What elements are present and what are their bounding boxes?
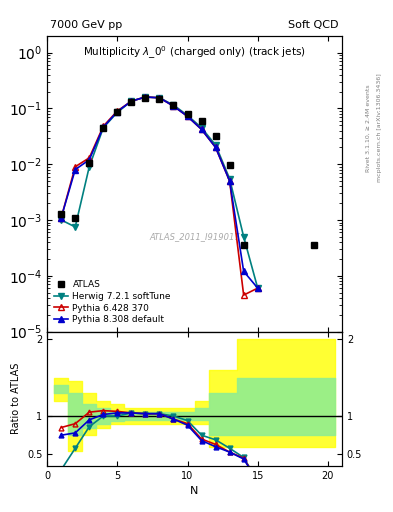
ATLAS (185, 111, 190, 117)
ATLAS (115, 109, 120, 115)
Herwig 7.2.1 softTune (185, 112, 190, 118)
Herwig 7.2.1 softTune (157, 95, 162, 101)
Herwig 7.2.1 softTune (73, 224, 77, 230)
Pythia 8.308 default (185, 113, 190, 119)
Pythia 6.428 370 (171, 103, 176, 109)
Pythia 8.308 default (115, 109, 120, 115)
Pythia 6.428 370 (87, 155, 92, 161)
ATLAS (157, 96, 162, 102)
Pythia 6.428 370 (227, 178, 232, 184)
Text: 7000 GeV pp: 7000 GeV pp (50, 20, 122, 30)
Pythia 6.428 370 (199, 126, 204, 133)
Pythia 8.308 default (73, 166, 77, 173)
Herwig 7.2.1 softTune (171, 102, 176, 108)
X-axis label: N: N (190, 486, 199, 496)
Herwig 7.2.1 softTune (213, 142, 218, 148)
Line: Pythia 8.308 default: Pythia 8.308 default (59, 94, 261, 291)
Text: Multiplicity $\lambda\_0^0$ (charged only) (track jets): Multiplicity $\lambda\_0^0$ (charged onl… (83, 45, 306, 61)
ATLAS (101, 125, 106, 131)
ATLAS (241, 242, 246, 248)
ATLAS (312, 242, 316, 248)
Herwig 7.2.1 softTune (255, 285, 260, 291)
ATLAS (87, 160, 92, 166)
ATLAS (73, 215, 77, 221)
Herwig 7.2.1 softTune (59, 217, 64, 223)
Line: Pythia 6.428 370: Pythia 6.428 370 (59, 94, 261, 298)
Text: Soft QCD: Soft QCD (288, 20, 339, 30)
Herwig 7.2.1 softTune (101, 125, 106, 131)
Line: ATLAS: ATLAS (59, 95, 317, 248)
Herwig 7.2.1 softTune (227, 176, 232, 182)
ATLAS (199, 118, 204, 124)
Herwig 7.2.1 softTune (199, 125, 204, 131)
Herwig 7.2.1 softTune (115, 109, 120, 115)
Pythia 8.308 default (129, 98, 134, 104)
Pythia 6.428 370 (255, 285, 260, 291)
Pythia 8.308 default (101, 124, 106, 130)
Y-axis label: Ratio to ATLAS: Ratio to ATLAS (11, 363, 21, 434)
ATLAS (143, 95, 148, 101)
Text: Rivet 3.1.10, ≥ 2.4M events: Rivet 3.1.10, ≥ 2.4M events (365, 84, 371, 172)
Pythia 8.308 default (241, 268, 246, 274)
Pythia 8.308 default (227, 178, 232, 184)
Pythia 6.428 370 (143, 94, 148, 100)
Line: Herwig 7.2.1 softTune: Herwig 7.2.1 softTune (59, 94, 261, 291)
Pythia 6.428 370 (129, 98, 134, 104)
Pythia 8.308 default (59, 215, 64, 221)
Herwig 7.2.1 softTune (143, 94, 148, 100)
Herwig 7.2.1 softTune (241, 233, 246, 240)
Pythia 8.308 default (157, 95, 162, 101)
Herwig 7.2.1 softTune (129, 98, 134, 104)
Text: mcplots.cern.ch [arXiv:1306.3436]: mcplots.cern.ch [arXiv:1306.3436] (377, 74, 382, 182)
Pythia 8.308 default (171, 103, 176, 109)
ATLAS (129, 99, 134, 105)
Pythia 6.428 370 (115, 108, 120, 114)
Legend: ATLAS, Herwig 7.2.1 softTune, Pythia 6.428 370, Pythia 8.308 default: ATLAS, Herwig 7.2.1 softTune, Pythia 6.4… (51, 278, 174, 327)
Pythia 8.308 default (213, 144, 218, 151)
ATLAS (171, 102, 176, 108)
Pythia 8.308 default (87, 157, 92, 163)
Pythia 6.428 370 (59, 215, 64, 221)
Pythia 8.308 default (255, 285, 260, 291)
Pythia 6.428 370 (157, 95, 162, 101)
Pythia 6.428 370 (73, 164, 77, 170)
ATLAS (59, 210, 64, 217)
ATLAS (213, 133, 218, 139)
Pythia 8.308 default (199, 126, 204, 133)
Pythia 8.308 default (143, 94, 148, 100)
Pythia 6.428 370 (101, 123, 106, 129)
Pythia 6.428 370 (213, 144, 218, 151)
Text: ATLAS_2011_I919017: ATLAS_2011_I919017 (149, 232, 240, 241)
Pythia 6.428 370 (241, 292, 246, 298)
ATLAS (227, 162, 232, 168)
Herwig 7.2.1 softTune (87, 164, 92, 170)
Pythia 6.428 370 (185, 113, 190, 119)
